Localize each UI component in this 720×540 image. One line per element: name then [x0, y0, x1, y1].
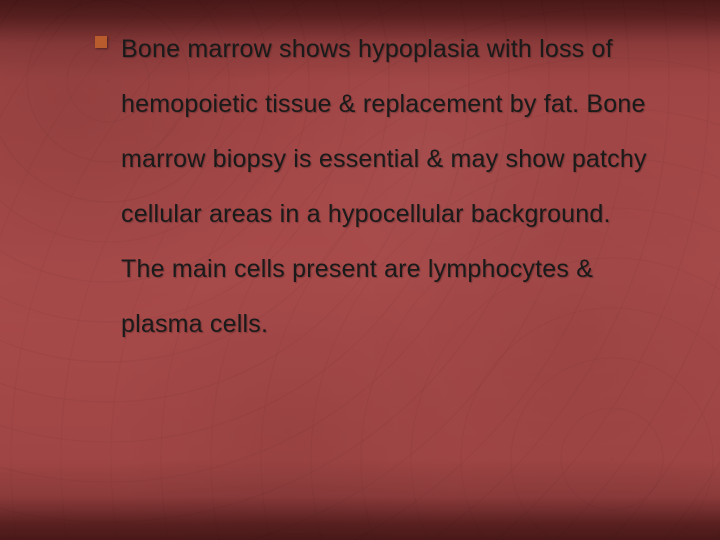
- content-area: Bone marrow shows hypoplasia with loss o…: [95, 22, 660, 352]
- slide-container: Bone marrow shows hypoplasia with loss o…: [0, 0, 720, 540]
- bullet-item: Bone marrow shows hypoplasia with loss o…: [95, 22, 660, 352]
- body-text: Bone marrow shows hypoplasia with loss o…: [121, 22, 660, 352]
- square-bullet-icon: [95, 36, 107, 48]
